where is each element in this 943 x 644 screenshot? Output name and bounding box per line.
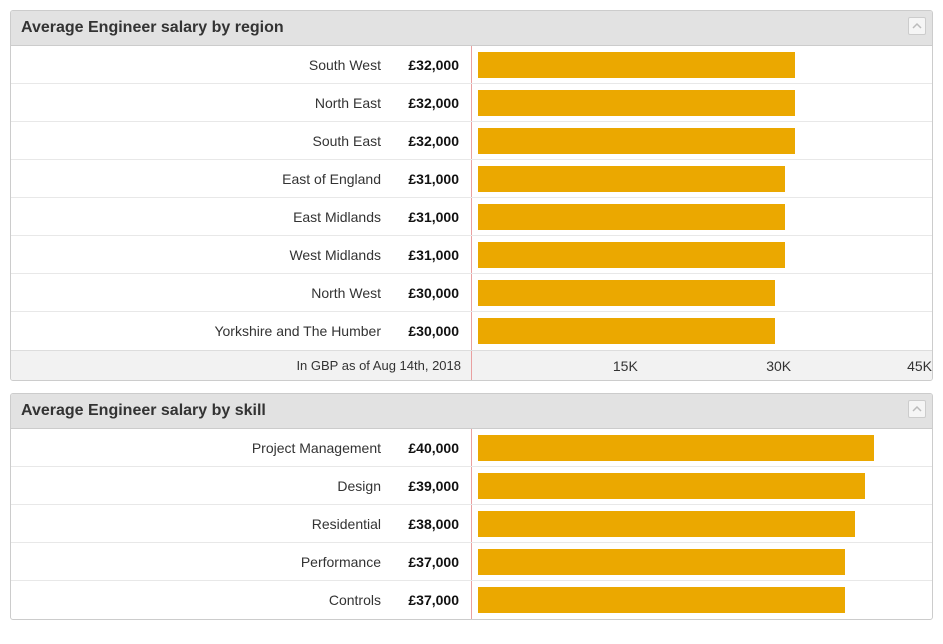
row-bar-cell: [471, 160, 932, 197]
collapse-button[interactable]: [908, 17, 926, 35]
bar: [478, 242, 785, 268]
chevron-up-icon: [912, 21, 922, 31]
chart-row: North East£32,000: [11, 84, 932, 122]
bar: [478, 52, 795, 78]
chart-footer: In GBP as of Aug 14th, 2018 15K 30K 45K: [11, 350, 932, 380]
chart-body: South West£32,000North East£32,000South …: [11, 46, 932, 350]
panel-title: Average Engineer salary by region: [21, 19, 284, 36]
chart-row: South West£32,000: [11, 46, 932, 84]
row-bar-cell: [471, 312, 932, 350]
row-bar-cell: [471, 581, 932, 619]
row-value: £31,000: [391, 160, 471, 197]
row-label: South East: [11, 122, 391, 159]
row-value: £32,000: [391, 84, 471, 121]
row-value: £30,000: [391, 312, 471, 350]
row-bar-cell: [471, 505, 932, 542]
row-label: Residential: [11, 505, 391, 542]
chevron-up-icon: [912, 404, 922, 414]
row-label: Yorkshire and The Humber: [11, 312, 391, 350]
panel-title: Average Engineer salary by skill: [21, 402, 266, 419]
row-label: West Midlands: [11, 236, 391, 273]
row-label: Controls: [11, 581, 391, 619]
bar: [478, 318, 775, 344]
panel-skill: Average Engineer salary by skill Project …: [10, 393, 933, 620]
bar: [478, 90, 795, 116]
chart-row: North West£30,000: [11, 274, 932, 312]
row-value: £31,000: [391, 236, 471, 273]
panel-header: Average Engineer salary by skill: [11, 394, 932, 429]
row-label: East of England: [11, 160, 391, 197]
row-value: £37,000: [391, 581, 471, 619]
bar: [478, 280, 775, 306]
row-bar-cell: [471, 429, 932, 466]
bar: [478, 549, 845, 575]
chart-row: South East£32,000: [11, 122, 932, 160]
chart-body: Project Management£40,000Design£39,000Re…: [11, 429, 932, 619]
row-label: Project Management: [11, 429, 391, 466]
chart-row: East of England£31,000: [11, 160, 932, 198]
row-value: £37,000: [391, 543, 471, 580]
panel-region: Average Engineer salary by region South W…: [10, 10, 933, 381]
row-label: East Midlands: [11, 198, 391, 235]
row-bar-cell: [471, 46, 932, 83]
row-value: £31,000: [391, 198, 471, 235]
row-bar-cell: [471, 84, 932, 121]
chart-row: Controls£37,000: [11, 581, 932, 619]
bar: [478, 511, 855, 537]
bar: [478, 204, 785, 230]
row-value: £39,000: [391, 467, 471, 504]
row-label: North East: [11, 84, 391, 121]
row-bar-cell: [471, 236, 932, 273]
bar: [478, 587, 845, 613]
axis-tick: 30K: [766, 351, 791, 381]
row-value: £38,000: [391, 505, 471, 542]
row-value: £32,000: [391, 122, 471, 159]
row-label: Design: [11, 467, 391, 504]
row-value: £30,000: [391, 274, 471, 311]
row-value: £32,000: [391, 46, 471, 83]
chart-row: Performance£37,000: [11, 543, 932, 581]
axis-tick: 45K: [907, 351, 932, 381]
chart-row: Residential£38,000: [11, 505, 932, 543]
chart-row: West Midlands£31,000: [11, 236, 932, 274]
panel-header: Average Engineer salary by region: [11, 11, 932, 46]
chart-row: East Midlands£31,000: [11, 198, 932, 236]
row-label: Performance: [11, 543, 391, 580]
row-bar-cell: [471, 198, 932, 235]
row-bar-cell: [471, 543, 932, 580]
footer-note: In GBP as of Aug 14th, 2018: [11, 351, 471, 380]
chart-row: Project Management£40,000: [11, 429, 932, 467]
bar: [478, 435, 874, 461]
bar: [478, 128, 795, 154]
row-bar-cell: [471, 467, 932, 504]
chart-row: Yorkshire and The Humber£30,000: [11, 312, 932, 350]
footer-scale: 15K 30K 45K: [471, 351, 932, 380]
row-bar-cell: [471, 274, 932, 311]
bar: [478, 473, 865, 499]
axis-tick: 15K: [613, 351, 638, 381]
collapse-button[interactable]: [908, 400, 926, 418]
chart-row: Design£39,000: [11, 467, 932, 505]
row-label: North West: [11, 274, 391, 311]
bar: [478, 166, 785, 192]
row-value: £40,000: [391, 429, 471, 466]
row-label: South West: [11, 46, 391, 83]
row-bar-cell: [471, 122, 932, 159]
